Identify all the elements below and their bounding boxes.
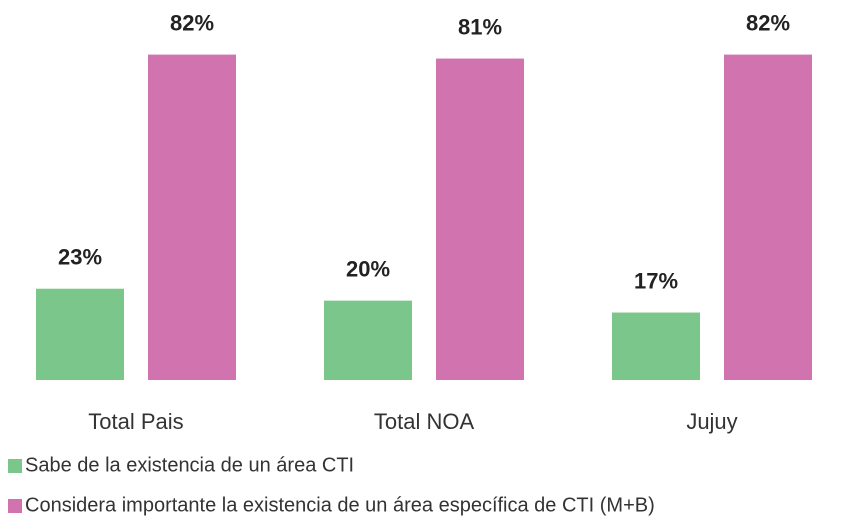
x-tick-label: Total NOA bbox=[374, 409, 475, 434]
x-tick-label: Total Pais bbox=[88, 409, 183, 434]
legend-label: Sabe de la existencia de un área CTI bbox=[25, 454, 354, 476]
bar bbox=[436, 58, 524, 381]
x-tick-label: Jujuy bbox=[686, 409, 737, 434]
legend-swatch bbox=[8, 499, 22, 513]
bar bbox=[324, 300, 412, 380]
data-label: 17% bbox=[634, 268, 678, 293]
legend-label: Considera importante la existencia de un… bbox=[25, 494, 655, 516]
data-label: 82% bbox=[170, 10, 214, 35]
bar bbox=[612, 312, 700, 380]
bar bbox=[148, 54, 236, 380]
legend-swatch bbox=[8, 459, 22, 473]
data-label: 81% bbox=[458, 14, 502, 39]
bar bbox=[724, 54, 812, 380]
data-label: 20% bbox=[346, 256, 390, 281]
data-label: 23% bbox=[58, 245, 102, 270]
data-label: 82% bbox=[746, 10, 790, 35]
bar bbox=[36, 288, 124, 380]
